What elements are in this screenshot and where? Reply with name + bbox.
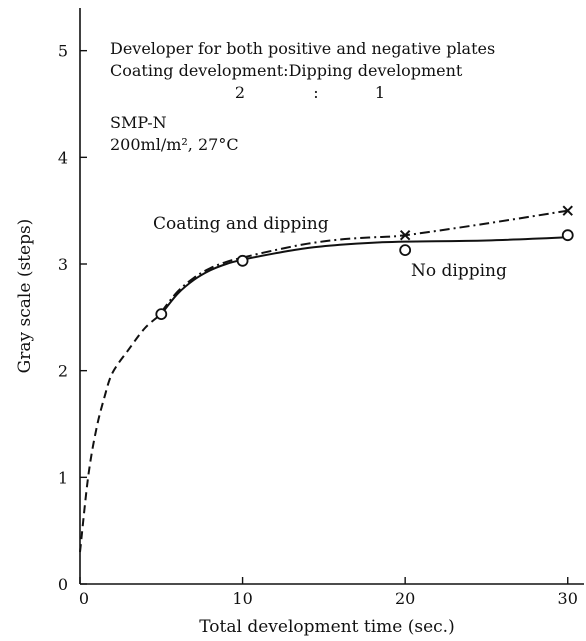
initial-rise-curve [79, 313, 162, 553]
annotation-product: SMP-N [110, 113, 167, 132]
curves [79, 209, 568, 553]
annotation-ratio-heading: Coating development:Dipping development [110, 61, 463, 80]
y-tick-label-0: 0 [58, 575, 68, 594]
circle-marker-5s [155, 308, 168, 321]
cross-marker-20s [399, 229, 411, 241]
x-tick-label-0: 0 [79, 589, 89, 608]
y-tick-label-4: 4 [58, 148, 68, 167]
y-axis-title: Gray scale (steps) [15, 219, 35, 374]
annotation-conditions: 200ml/m², 27°C [110, 135, 239, 154]
coating-and-dipping-curve [160, 209, 568, 313]
x-ticks: 0 10 20 30 [79, 577, 578, 608]
y-tick-label-5: 5 [58, 42, 68, 61]
circle-marker-30s [561, 229, 574, 242]
annotation-block: Developer for both positive and negative… [110, 39, 495, 154]
circle-marker-20s [399, 244, 412, 257]
x-tick-label-30: 30 [558, 589, 578, 608]
y-tick-label-1: 1 [58, 468, 68, 487]
y-tick-label-3: 3 [58, 255, 68, 274]
series-label-no-dipping: No dipping [411, 261, 507, 281]
series-label-coating-and-dipping: Coating and dipping [153, 214, 329, 234]
circle-marker-10s [236, 254, 249, 267]
axes [79, 8, 584, 585]
x-axis-title: Total development time (sec.) [199, 617, 454, 637]
y-ticks: 0 1 2 3 4 5 [58, 42, 87, 594]
x-tick-label-20: 20 [395, 589, 415, 608]
annotation-ratio-left: 2 [235, 83, 245, 102]
no-dipping-curve [160, 236, 568, 315]
annotation-developer: Developer for both positive and negative… [110, 39, 495, 58]
cross-marker-30s [562, 205, 573, 216]
annotation-ratio-separator: : [313, 83, 318, 102]
annotation-ratio-right: 1 [375, 83, 385, 102]
markers [155, 205, 574, 321]
x-tick-label-10: 10 [232, 589, 252, 608]
y-tick-label-2: 2 [58, 362, 68, 381]
